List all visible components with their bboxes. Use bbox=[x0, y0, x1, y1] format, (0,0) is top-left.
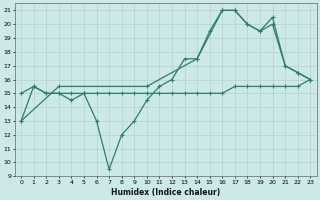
X-axis label: Humidex (Indice chaleur): Humidex (Indice chaleur) bbox=[111, 188, 220, 197]
